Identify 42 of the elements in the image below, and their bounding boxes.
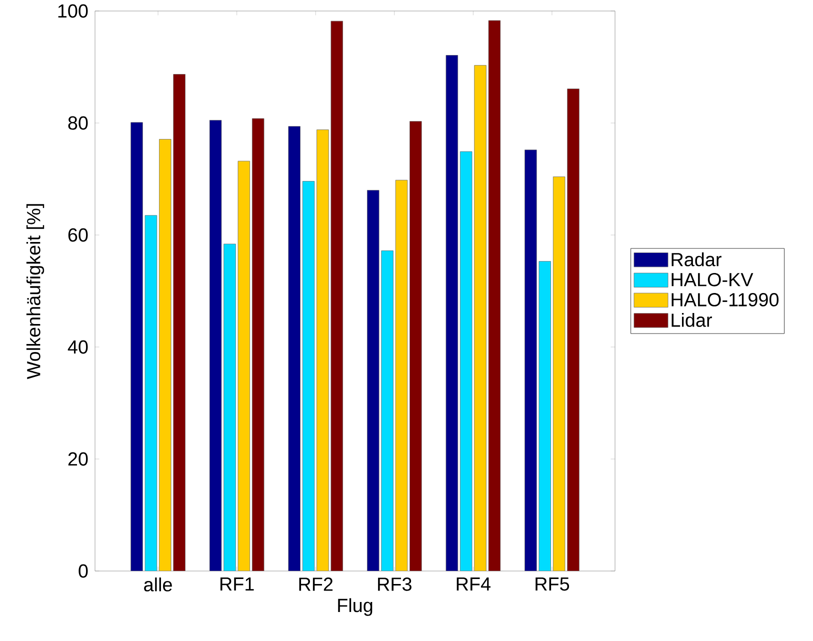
bar — [159, 139, 172, 571]
x-tick-label: RF1 — [220, 578, 254, 591]
bar — [552, 176, 566, 571]
bar — [567, 88, 580, 571]
y-tick-label: 60 — [68, 228, 88, 242]
bar — [173, 74, 186, 571]
x-axis-title: Flug — [338, 598, 372, 616]
bar — [224, 244, 236, 571]
bar — [367, 190, 380, 571]
bar — [316, 130, 329, 571]
bar — [252, 118, 264, 571]
bar — [395, 180, 408, 571]
bar — [488, 20, 501, 571]
y-tick-label: 100 — [58, 4, 88, 18]
y-axis-title: Wolkenhäufigkeit [%] — [26, 204, 44, 380]
bar — [410, 121, 422, 571]
x-tick-label: alle — [144, 578, 172, 592]
bar — [238, 160, 250, 571]
bar — [381, 250, 394, 571]
bar — [330, 20, 343, 571]
bar — [209, 120, 222, 571]
legend-label: HALO-KV — [672, 272, 754, 286]
bar — [524, 150, 537, 571]
legend-label: Lidar — [672, 313, 712, 327]
bar — [302, 181, 315, 571]
bar — [474, 65, 486, 571]
bar — [130, 122, 143, 571]
x-tick-label: RF2 — [299, 578, 333, 591]
y-tick-label: 20 — [68, 452, 88, 466]
y-tick-label: 40 — [68, 340, 88, 354]
x-tick-label: RF4 — [456, 578, 491, 591]
legend-label: HALO-11990 — [672, 292, 779, 306]
bar — [460, 151, 472, 571]
bar — [446, 55, 458, 571]
y-tick-label: 80 — [68, 116, 88, 130]
bar — [144, 215, 158, 571]
x-tick-label: RF3 — [378, 578, 412, 591]
x-tick-label: RF5 — [536, 578, 570, 591]
y-tick-label: 0 — [78, 564, 88, 578]
legend-label: Radar — [672, 252, 722, 266]
bar — [538, 261, 551, 571]
bar — [288, 126, 300, 571]
